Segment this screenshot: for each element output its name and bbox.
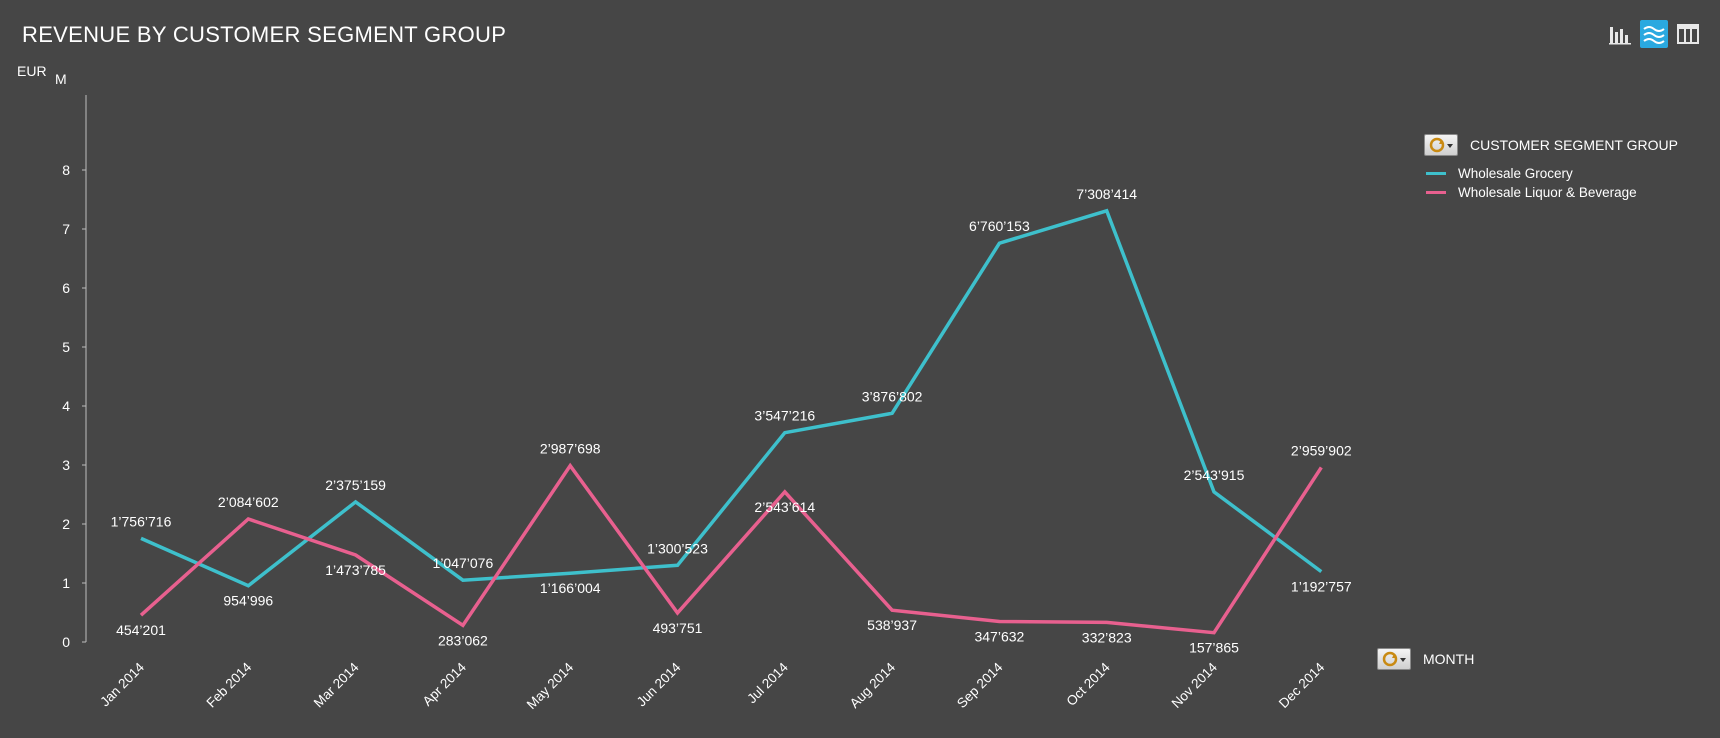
data-label: 1’047’076 <box>433 555 494 571</box>
x-tick-label: Oct 2014 <box>1063 659 1113 709</box>
series-lines <box>139 208 1323 635</box>
x-tick-label: May 2014 <box>524 659 577 712</box>
data-label: 2’959’902 <box>1291 442 1352 458</box>
x-tick-label: Jul 2014 <box>744 659 791 706</box>
area-chart-icon[interactable] <box>1640 20 1668 48</box>
y-tick-label: 0 <box>62 634 70 650</box>
data-label: 1’300’523 <box>647 540 708 556</box>
data-label: 1’192’757 <box>1291 579 1352 595</box>
y-axis-label: EUR <box>17 63 47 79</box>
data-label: 3’547’216 <box>754 408 815 424</box>
x-tick-label: Aug 2014 <box>847 659 899 711</box>
x-tick-label: Feb 2014 <box>203 659 254 710</box>
view-switcher <box>1606 20 1702 48</box>
legend-title: CUSTOMER SEGMENT GROUP <box>1470 137 1678 153</box>
line-chart: EUR M 0 1 2 3 4 5 6 7 8 Jan 2014 Feb 2014 Mar 2014… <box>17 63 1352 712</box>
x-tick-label: Dec 2014 <box>1276 659 1328 711</box>
data-label: 2’987’698 <box>540 441 601 457</box>
y-tick-label: 8 <box>62 162 70 178</box>
data-label: 1’473’785 <box>325 562 386 578</box>
data-label: 2’375’159 <box>325 477 386 493</box>
data-label: 538’937 <box>867 617 917 633</box>
month-field-label: MONTH <box>1423 651 1475 667</box>
series-line-wholesale-grocery <box>140 208 1323 588</box>
y-tick-label: 5 <box>62 339 70 355</box>
legend-item-wholesale-grocery[interactable]: Wholesale Grocery <box>1426 166 1704 181</box>
x-tick-label: Jan 2014 <box>97 659 147 709</box>
legend-item-wholesale-liquor-beverage[interactable]: Wholesale Liquor & Beverage <box>1426 185 1704 200</box>
y-tick-label: 1 <box>62 575 70 591</box>
data-label: 283’062 <box>438 632 488 648</box>
data-label: 493’751 <box>653 620 703 636</box>
x-tick-label: Nov 2014 <box>1169 659 1221 711</box>
y-axis-ticks: 0 1 2 3 4 5 6 7 8 <box>62 162 86 650</box>
month-field: MONTH <box>1377 648 1474 670</box>
y-tick-label: 4 <box>62 398 70 414</box>
legend-item-label: Wholesale Liquor & Beverage <box>1458 185 1637 200</box>
data-label: 6’760’153 <box>969 218 1030 234</box>
legend-item-label: Wholesale Grocery <box>1458 166 1573 181</box>
data-label: 332’823 <box>1082 629 1132 645</box>
bar-chart-icon[interactable] <box>1606 20 1634 48</box>
legend: CUSTOMER SEGMENT GROUP Wholesale Grocery… <box>1424 134 1704 200</box>
data-label: 2’543’614 <box>754 499 815 515</box>
data-label: 3’876’802 <box>862 388 923 404</box>
table-icon[interactable] <box>1674 20 1702 48</box>
data-label: 2’543’915 <box>1184 467 1245 483</box>
legend-swatch-liquor <box>1426 191 1446 194</box>
y-tick-label: 7 <box>62 221 70 237</box>
data-label: 347’632 <box>974 628 1024 644</box>
data-labels: 1’756’716 954’996 2’375’159 1’047’076 1’166’… <box>111 186 1352 656</box>
field-filter-icon <box>1382 651 1406 667</box>
series-line-wholesale-liquor-beverage <box>139 462 1323 635</box>
chart-title: REVENUE BY CUSTOMER SEGMENT GROUP <box>22 22 507 47</box>
x-tick-label: Mar 2014 <box>311 659 362 710</box>
month-field-button[interactable] <box>1377 648 1411 670</box>
legend-header: CUSTOMER SEGMENT GROUP <box>1424 134 1704 156</box>
segment-field-button[interactable] <box>1424 134 1458 156</box>
data-label: 954’996 <box>223 593 273 609</box>
data-label: 1’756’716 <box>111 513 172 529</box>
y-tick-label: 2 <box>62 516 70 532</box>
x-axis-ticks: Jan 2014 Feb 2014 Mar 2014 Apr 2014 May 2014… <box>97 659 1328 712</box>
x-tick-label: Sep 2014 <box>954 659 1006 711</box>
data-label: 7’308’414 <box>1076 186 1137 202</box>
legend-swatch-grocery <box>1426 172 1446 175</box>
data-label: 157’865 <box>1189 640 1239 656</box>
y-axis-unit: M <box>55 71 67 87</box>
x-tick-label: Apr 2014 <box>420 659 470 709</box>
data-label: 1’166’004 <box>540 580 601 596</box>
y-tick-label: 6 <box>62 280 70 296</box>
y-tick-label: 3 <box>62 457 70 473</box>
field-filter-icon <box>1429 137 1453 153</box>
data-label: 2’084’602 <box>218 494 279 510</box>
x-tick-label: Jun 2014 <box>634 659 684 709</box>
data-label: 454’201 <box>116 622 166 638</box>
